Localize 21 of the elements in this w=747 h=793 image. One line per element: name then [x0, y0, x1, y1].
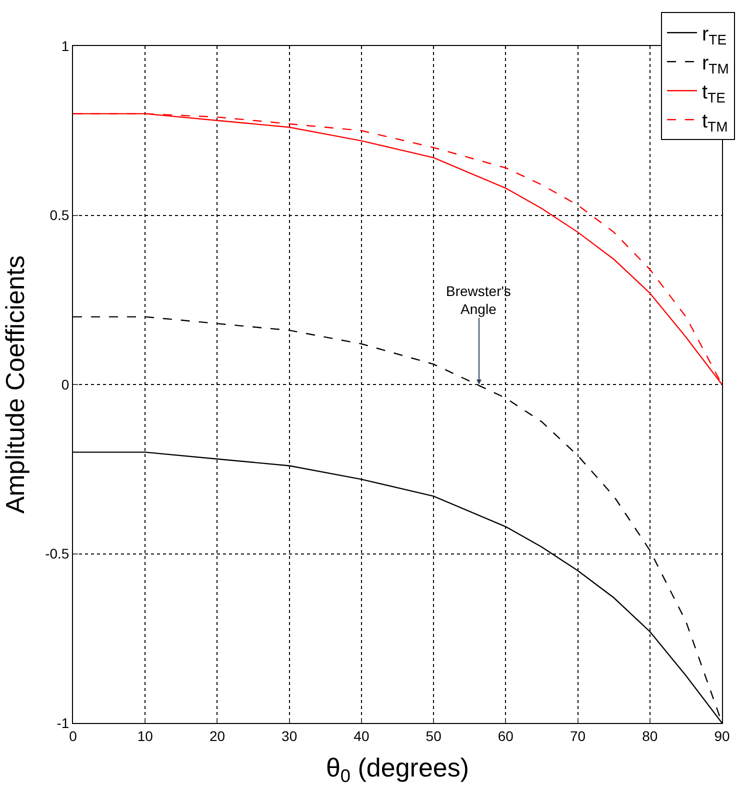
x-tick-label: 90 — [714, 728, 730, 744]
x-tick-label: 80 — [642, 728, 658, 744]
y-tick-label: 0 — [61, 376, 70, 392]
legend-label: t$_{TE}$ — [702, 81, 726, 106]
y-tick-label: -0.5 — [45, 546, 70, 562]
y-tick-label: 1 — [61, 38, 70, 54]
x-tick-label: 60 — [498, 728, 514, 744]
x-tick-label: 30 — [282, 728, 298, 744]
x-axis-title: θ$_{0}$ (degrees) — [326, 752, 470, 786]
y-axis-title: Amplitude Coefficients — [0, 255, 30, 514]
y-tick-label: 0.5 — [50, 207, 70, 224]
x-tick-label: 10 — [137, 728, 154, 744]
y-tick-label: -1 — [56, 714, 70, 731]
legend-label: t$_{TM}$ — [702, 110, 728, 135]
annotation: Brewster's Angle — [446, 283, 511, 318]
x-tick-label: 50 — [426, 728, 442, 744]
x-tick-label: 70 — [570, 728, 586, 744]
legend-label: r$_{TM}$ — [702, 52, 729, 77]
x-tick-label: 20 — [209, 728, 226, 744]
x-tick-label: 40 — [354, 728, 370, 744]
legend-label: r$_{TE}$ — [702, 23, 727, 48]
